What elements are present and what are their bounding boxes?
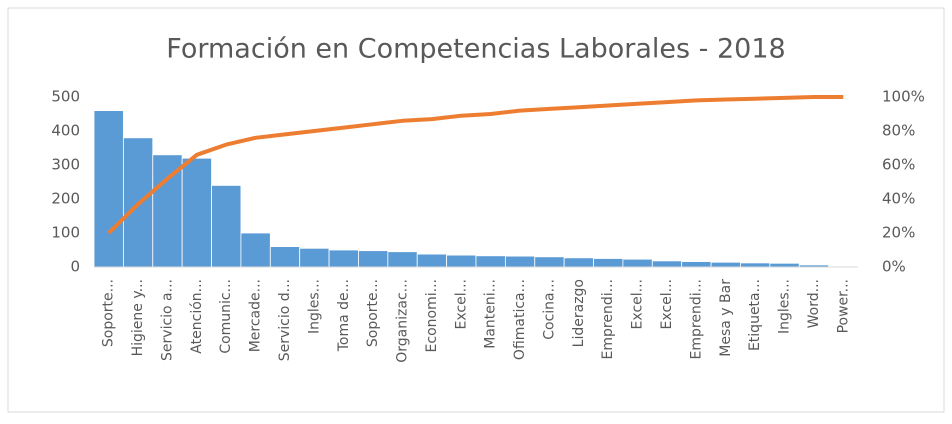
bar (181, 157, 212, 268)
bar (710, 261, 741, 268)
y2-tick-label: 0% (882, 258, 906, 276)
bar (475, 255, 506, 268)
x-tick-label: Excel... (453, 279, 469, 329)
x-tick-label: Servicio d... (277, 279, 293, 361)
x-tick-label: Excel... (630, 279, 646, 329)
x-tick-label: Toma de... (336, 279, 352, 352)
bar (387, 251, 418, 268)
bar (152, 154, 183, 268)
y2-tick-label: 20% (882, 224, 915, 242)
bar (740, 262, 771, 268)
y-tick-label: 300 (51, 156, 80, 174)
x-tick-label: Emprendi... (688, 279, 704, 359)
bar (240, 232, 271, 268)
bar (446, 254, 477, 268)
x-tick-label: Soporte... (101, 279, 117, 347)
bar (622, 258, 653, 268)
bar (269, 246, 301, 268)
bar (534, 256, 565, 268)
bar (681, 261, 712, 268)
y-tick-label: 200 (51, 190, 80, 208)
x-tick-label: Mesa y Bar (718, 279, 734, 357)
x-tick-label: Cocina... (541, 279, 557, 340)
y2-tick-label: 80% (882, 122, 915, 140)
bar (358, 250, 389, 268)
y-tick-label: 500 (51, 88, 80, 106)
bar (593, 258, 624, 268)
line (107, 95, 844, 235)
y2-tick-label: 40% (882, 190, 915, 208)
x-tick-label: Emprendi... (600, 279, 616, 359)
bar (769, 262, 800, 268)
x-tick-label: Ingles... (777, 279, 793, 334)
x-tick-label: Liderazgo (571, 279, 587, 347)
x-tick-label: Soporte... (365, 279, 381, 347)
y-tick-label: 400 (51, 122, 80, 140)
y2-tick-label: 60% (882, 156, 915, 174)
x-tick-label: Atención... (189, 279, 205, 354)
bar (651, 260, 683, 268)
y-tick-label: 0 (70, 258, 80, 276)
bar (416, 253, 448, 268)
x-tick-label: Manteni... (483, 279, 499, 349)
x-tick-label: Comunic... (218, 279, 234, 354)
y-tick-label: 100 (51, 224, 80, 242)
x-tick-label: Word... (806, 279, 822, 328)
bar (563, 257, 594, 268)
x-tick-label: Servicio a... (159, 279, 175, 361)
bar (299, 247, 330, 268)
y2-tick-label: 100% (882, 88, 925, 106)
x-tick-label: Ofimatica... (512, 279, 528, 360)
chart-title: Formación en Competencias Laborales - 20… (166, 34, 785, 65)
x-tick-label: Higiene y... (130, 279, 146, 356)
x-tick-label: Etiqueta... (747, 279, 763, 351)
bar (93, 110, 124, 268)
x-tick-label: Organizac... (395, 279, 411, 363)
x-tick-label: Mercade... (248, 279, 264, 352)
bar (328, 249, 359, 268)
x-tick-label: Power... (835, 279, 851, 333)
x-tick-label: Economi... (424, 279, 440, 352)
x-tick-label: Excel... (659, 279, 675, 329)
x-tick-label: Ingles... (306, 279, 322, 334)
bar (211, 184, 242, 268)
bar (504, 255, 536, 268)
